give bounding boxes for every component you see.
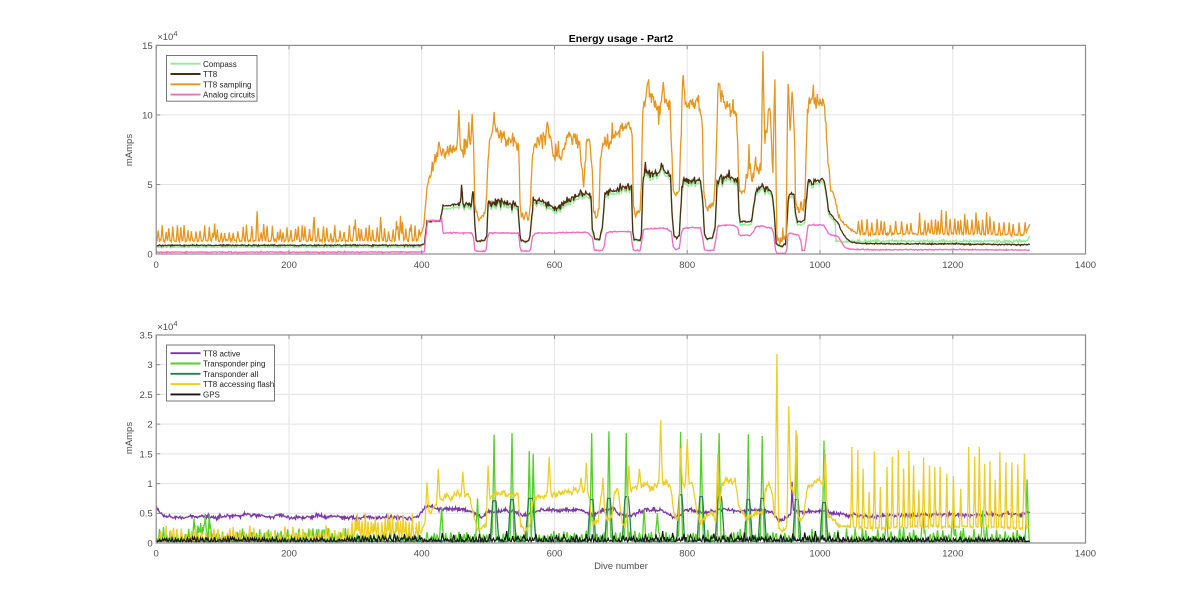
svg-text:0.5: 0.5 [139,509,152,520]
svg-text:TT8 sampling: TT8 sampling [203,80,251,89]
svg-text:TT8: TT8 [203,70,218,79]
svg-text:0: 0 [147,538,152,549]
svg-text:3.5: 3.5 [139,330,152,341]
svg-text:200: 200 [281,549,297,560]
svg-text:Dive number: Dive number [594,561,648,572]
svg-text:1000: 1000 [809,260,830,271]
svg-text:15: 15 [142,41,153,52]
svg-text:5: 5 [147,180,152,191]
svg-text:400: 400 [414,549,430,560]
svg-text:mAmps: mAmps [124,422,135,454]
svg-text:600: 600 [547,260,563,271]
svg-text:400: 400 [414,260,430,271]
svg-text:0: 0 [154,260,159,271]
svg-text:GPS: GPS [203,391,220,400]
svg-text:200: 200 [281,260,297,271]
svg-text:1200: 1200 [942,260,963,271]
svg-text:1400: 1400 [1075,549,1096,560]
svg-text:Analog circuits: Analog circuits [203,91,255,100]
svg-text:×104: ×104 [157,29,177,43]
svg-text:1400: 1400 [1075,260,1096,271]
svg-text:3: 3 [147,360,152,371]
svg-text:Compass: Compass [203,60,237,69]
svg-text:1.5: 1.5 [139,449,152,460]
svg-text:1: 1 [147,479,152,490]
svg-text:2: 2 [147,420,152,431]
svg-text:×104: ×104 [157,319,177,333]
svg-text:0: 0 [154,549,159,560]
svg-text:600: 600 [547,549,563,560]
svg-text:1200: 1200 [942,549,963,560]
svg-text:800: 800 [679,549,695,560]
svg-text:10: 10 [142,110,153,121]
svg-text:2.5: 2.5 [139,390,152,401]
svg-text:Transponder all: Transponder all [203,370,259,379]
svg-text:Transponder ping: Transponder ping [203,360,265,369]
svg-text:800: 800 [679,260,695,271]
svg-text:TT8 active: TT8 active [203,349,241,358]
svg-text:mAmps: mAmps [124,134,135,166]
svg-text:0: 0 [147,249,152,260]
svg-text:TT8 accessing flash: TT8 accessing flash [203,380,274,389]
svg-text:Energy usage - Part2: Energy usage - Part2 [569,33,674,45]
svg-text:1000: 1000 [809,549,830,560]
